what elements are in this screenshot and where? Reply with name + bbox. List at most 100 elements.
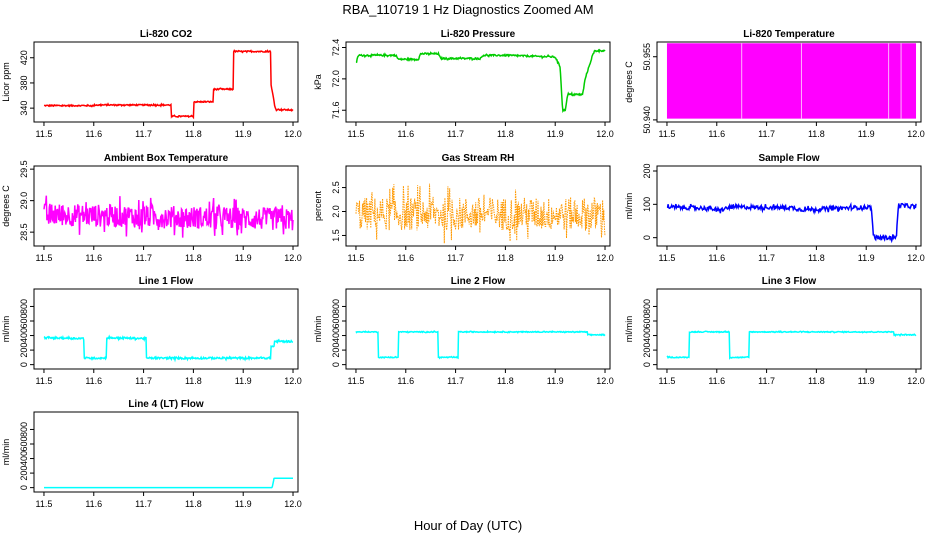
li-820-pressure-xtick-label: 11.9 [547, 129, 564, 139]
li-820-pressure-ytick-label: 72.0 [331, 70, 341, 88]
sample-flow-xtick-label: 11.5 [659, 253, 676, 263]
line-4-lt-flow-title: Line 4 (LT) Flow [128, 399, 204, 410]
line-4-lt-flow-xtick-label: 11.5 [36, 499, 53, 509]
gas-stream-rh-xtick-label: 11.9 [547, 253, 564, 263]
line-1-flow-ytick-label: 0 [19, 362, 29, 367]
sample-flow-series-line [666, 201, 917, 244]
li-820-co2-xtick-label: 11.7 [135, 129, 152, 139]
li-820-temperature-panel: Li-820 Temperature degrees C 50.940 50.955 1… [624, 29, 925, 139]
li-820-temperature-ylabel: degrees C [624, 61, 634, 103]
line-2-flow-ytick-label: 0 [331, 362, 341, 367]
line-1-flow-ytick-label: 800 [19, 299, 29, 314]
li-820-co2-xtick-label: 11.6 [85, 129, 102, 139]
ambient-box-temperature-xtick-label: 11.9 [235, 253, 252, 263]
gas-stream-rh-ytick-label: 1.5 [331, 229, 341, 242]
li-820-co2-ytick-label: 380 [19, 75, 29, 90]
sample-flow-ytick-label: 100 [642, 197, 652, 212]
li-820-pressure-ytick-label: 71.6 [331, 101, 341, 119]
line-2-flow-title: Line 2 Flow [451, 276, 506, 287]
gas-stream-rh-xtick-label: 11.7 [447, 253, 464, 263]
line-2-flow-xtick-label: 11.7 [447, 376, 464, 386]
figure-title: RBA_110719 1 Hz Diagnostics Zoomed AM [342, 2, 594, 17]
li-820-temperature-xtick-label: 11.8 [808, 129, 825, 139]
line-4-lt-flow-ylabel: ml/min [1, 439, 11, 466]
line-1-flow-xtick-label: 11.5 [36, 376, 53, 386]
line-4-lt-flow-xtick-label: 11.6 [85, 499, 102, 509]
li-820-temperature-xtick-label: 11.6 [708, 129, 725, 139]
line-2-flow-xtick-label: 11.8 [497, 376, 514, 386]
line-3-flow-xtick-label: 11.9 [858, 376, 875, 386]
gas-stream-rh-xtick-label: 11.5 [348, 253, 365, 263]
line-4-lt-flow-ytick-label: 0 [19, 485, 29, 490]
li-820-pressure-xtick-label: 11.7 [447, 129, 464, 139]
line-2-flow-ytick-label: 800 [331, 299, 341, 314]
sample-flow-xtick-label: 11.6 [708, 253, 725, 263]
li-820-pressure-ylabel: kPa [313, 74, 323, 90]
line-4-lt-flow-ytick-label: 800 [19, 422, 29, 437]
li-820-co2-xtick-label: 11.5 [36, 129, 53, 139]
sample-flow-title: Sample Flow [758, 153, 819, 164]
li-820-pressure-title: Li-820 Pressure [441, 29, 516, 40]
li-820-temperature-data-band [666, 43, 917, 119]
line-1-flow-title: Line 1 Flow [139, 276, 194, 287]
line-3-flow-title: Line 3 Flow [762, 276, 817, 287]
gas-stream-rh-xtick-label: 11.6 [397, 253, 414, 263]
gas-stream-rh-title: Gas Stream RH [442, 153, 515, 164]
li-820-temperature-title: Li-820 Temperature [743, 29, 835, 40]
line-3-flow-xtick-label: 11.7 [758, 376, 775, 386]
ambient-box-temperature-title: Ambient Box Temperature [104, 153, 229, 164]
li-820-co2-panel: Li-820 CO2 Licor ppm 340 380 420 11.5 11.6 11.7… [1, 29, 302, 139]
line-2-flow-ylabel: ml/min [313, 316, 323, 343]
li-820-temperature-ytick-label: 50.940 [642, 106, 652, 134]
line-3-flow-ylabel: ml/min [624, 316, 634, 343]
line-3-flow-ytick-label: 800 [642, 299, 652, 314]
line-2-flow-ytick-label: 400 [331, 328, 341, 343]
li-820-co2-ytick-label: 340 [19, 101, 29, 116]
line-2-flow-xtick-label: 11.9 [547, 376, 564, 386]
line-4-lt-flow-ytick-label: 200 [19, 466, 29, 481]
gas-stream-rh-ytick-label: 2.5 [331, 181, 341, 194]
line-2-flow-xtick-label: 11.5 [348, 376, 365, 386]
line-1-flow-xtick-label: 11.8 [185, 376, 202, 386]
line-4-lt-flow-frame [33, 411, 299, 493]
ambient-box-temperature-ylabel: degrees C [1, 185, 11, 227]
line-4-lt-flow-ytick-label: 600 [19, 436, 29, 451]
line-2-flow-xtick-label: 12.0 [596, 376, 614, 386]
line-4-lt-flow-xtick-label: 11.8 [185, 499, 202, 509]
line-2-flow-ytick-label: 200 [331, 343, 341, 358]
line-1-flow-frame [33, 288, 299, 370]
line-1-flow-series-line [43, 334, 294, 363]
gas-stream-rh-frame [345, 165, 611, 247]
line-1-flow-xtick-label: 12.0 [284, 376, 302, 386]
line-4-lt-flow-xtick-label: 12.0 [284, 499, 302, 509]
sample-flow-frame [656, 165, 922, 247]
gas-stream-rh-panel: Gas Stream RH percent 1.5 2.0 2.5 11.5 11.6 11.… [313, 153, 614, 263]
line-3-flow-ytick-label: 600 [642, 313, 652, 328]
ambient-box-temperature-ytick-label: 28.5 [19, 223, 29, 241]
line-2-flow-ytick-label: 600 [331, 313, 341, 328]
line-1-flow-xtick-label: 11.9 [235, 376, 252, 386]
li-820-co2-ytick-label: 420 [19, 50, 29, 65]
li-820-temperature-ytick-label: 50.955 [642, 43, 652, 71]
line-4-lt-flow-xtick-label: 11.9 [235, 499, 252, 509]
li-820-pressure-frame [345, 41, 611, 123]
line-3-flow-xtick-label: 12.0 [907, 376, 925, 386]
li-820-temperature-xtick-label: 11.7 [758, 129, 775, 139]
ambient-box-temperature-ytick-label: 29.0 [19, 192, 29, 210]
line-3-flow-series-line [666, 330, 917, 360]
li-820-temperature-frame [656, 41, 922, 123]
li-820-pressure-ytick-label: 72.4 [331, 39, 341, 57]
li-820-co2-frame [33, 41, 299, 123]
li-820-co2-series-line [43, 49, 294, 120]
sample-flow-ylabel: ml/min [624, 193, 634, 220]
line-3-flow-xtick-label: 11.8 [808, 376, 825, 386]
gas-stream-rh-ytick-label: 2.0 [331, 205, 341, 218]
li-820-pressure-xtick-label: 12.0 [596, 129, 614, 139]
gas-stream-rh-xtick-label: 12.0 [596, 253, 614, 263]
li-820-pressure-xtick-label: 11.8 [497, 129, 514, 139]
li-820-co2-xtick-label: 12.0 [284, 129, 302, 139]
